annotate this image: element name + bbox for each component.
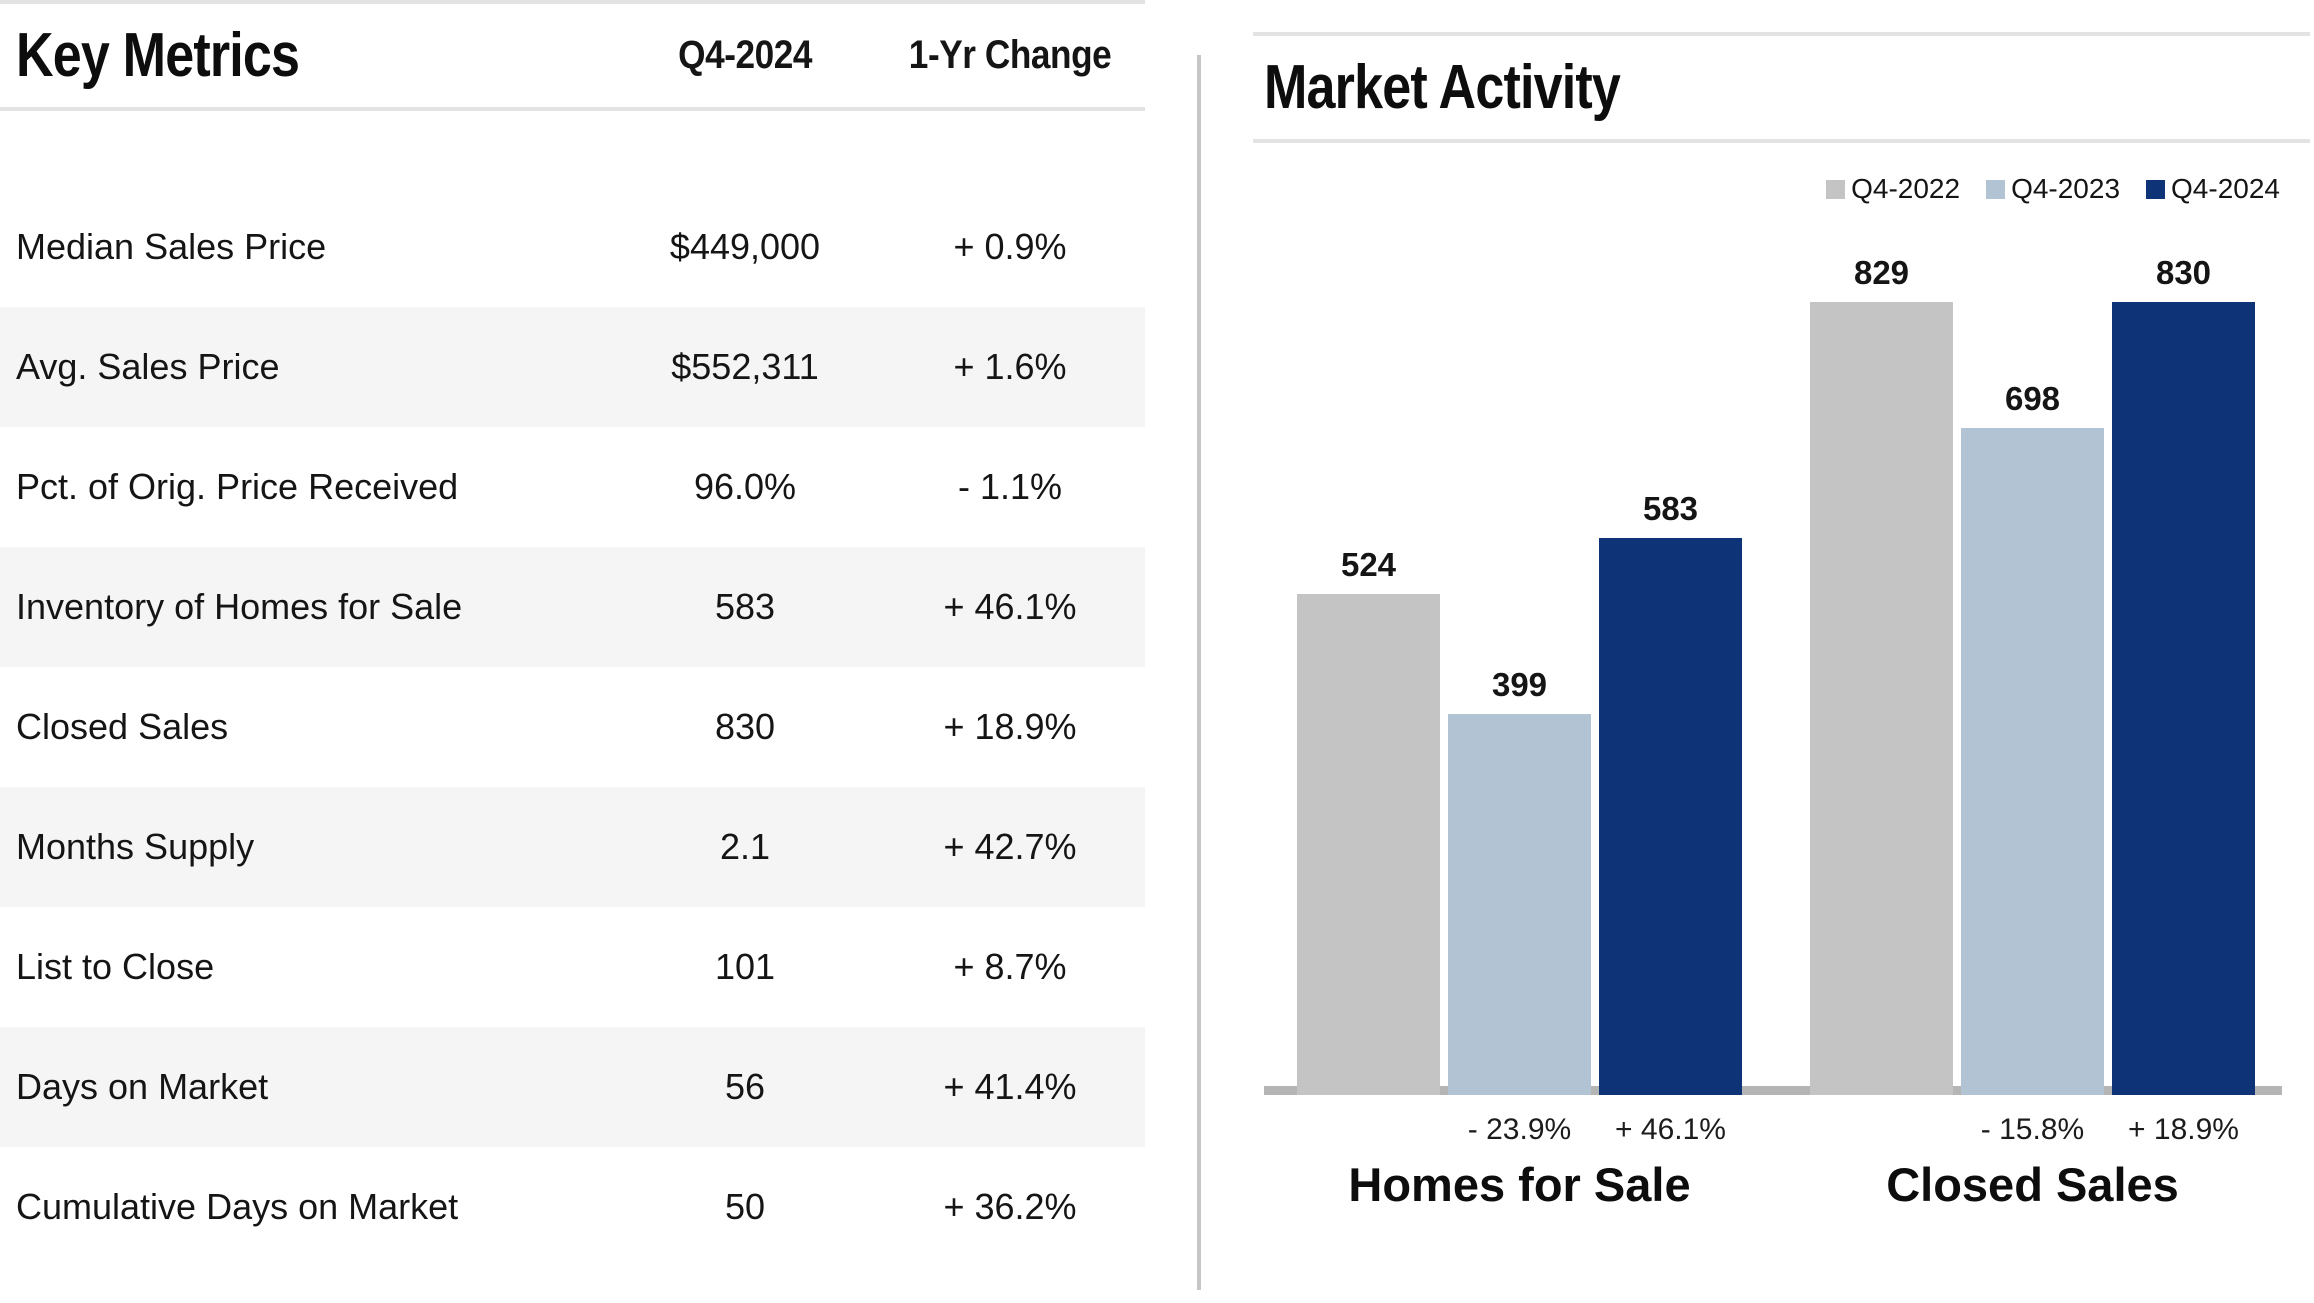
- metric-change: + 1.6%: [953, 346, 1067, 387]
- bar-q4-2023: [1448, 714, 1591, 1095]
- table-row: Cumulative Days on Market 50 + 36.2%: [0, 1147, 1145, 1267]
- bar-q4-2022: [1297, 594, 1440, 1095]
- key-metrics-title: Key Metrics: [16, 4, 353, 107]
- metric-change: + 8.7%: [953, 946, 1067, 987]
- metric-label: Months Supply: [16, 826, 255, 867]
- metric-value: 96.0%: [693, 466, 797, 507]
- key-metrics-header: Key Metrics Q4-2024 1-Yr Change: [0, 0, 1145, 111]
- legend-label: Q4-2023: [2011, 173, 2121, 204]
- metric-label: Inventory of Homes for Sale: [16, 586, 463, 627]
- metric-change: + 36.2%: [943, 1186, 1077, 1227]
- table-row: Days on Market 56 + 41.4%: [0, 1027, 1145, 1147]
- metric-value: 56: [724, 1066, 766, 1107]
- pct-change-label: - 23.9%: [1467, 1113, 1572, 1146]
- table-row: Pct. of Orig. Price Received 96.0% - 1.1…: [0, 427, 1145, 547]
- metric-label: List to Close: [16, 946, 215, 987]
- column-header-1yr-change-text: 1-Yr Change: [908, 33, 1112, 77]
- bar-q4-2024: [1599, 538, 1742, 1095]
- metric-value: $449,000: [669, 226, 821, 267]
- metric-change: - 1.1%: [957, 466, 1063, 507]
- metric-change: + 0.9%: [953, 226, 1067, 267]
- legend-item: Q4-2023: [1986, 173, 2120, 205]
- category-label: Closed Sales: [1886, 1158, 2179, 1211]
- bar-value-label: 399: [1491, 666, 1548, 703]
- x-axis-baseline: [1264, 1086, 2282, 1095]
- metric-change: + 41.4%: [943, 1066, 1077, 1107]
- metric-value: 2.1: [719, 826, 771, 867]
- key-metrics-table: Median Sales Price $449,000 + 0.9% Avg. …: [0, 187, 1145, 1267]
- metric-change: + 46.1%: [943, 586, 1077, 627]
- table-row: List to Close 101 + 8.7%: [0, 907, 1145, 1027]
- bar-value-label: 524: [1340, 546, 1397, 583]
- legend-label: Q4-2024: [2171, 173, 2280, 204]
- metric-label: Days on Market: [16, 1066, 269, 1107]
- legend-item: Q4-2024: [2146, 173, 2280, 205]
- column-header-1yr-change: 1-Yr Change: [870, 4, 1150, 107]
- metric-change: + 18.9%: [943, 706, 1077, 747]
- bar-q4-2023: [1961, 428, 2104, 1095]
- legend-item: Q4-2022: [1826, 173, 1960, 205]
- legend-swatch-icon: [1826, 179, 1846, 199]
- metric-label: Median Sales Price: [16, 226, 327, 267]
- market-activity-title-text: Market Activity: [1264, 53, 1621, 122]
- legend-label: Q4-2022: [1851, 173, 1961, 204]
- metric-value: $552,311: [671, 346, 819, 387]
- pct-change-label: + 18.9%: [2128, 1113, 2239, 1146]
- legend-swatch-icon: [1986, 179, 2006, 199]
- table-row: Median Sales Price $449,000 + 0.9%: [0, 187, 1145, 307]
- column-header-quarter: Q4-2024: [600, 4, 890, 107]
- metric-change: + 42.7%: [943, 826, 1077, 867]
- metric-label: Avg. Sales Price: [16, 346, 280, 387]
- category-label: Homes for Sale: [1348, 1158, 1691, 1211]
- bar-value-label: 698: [2004, 380, 2061, 417]
- market-activity-title: Market Activity: [1264, 36, 1688, 139]
- metric-label: Cumulative Days on Market: [16, 1186, 459, 1227]
- market-activity-header: Market Activity: [1253, 32, 2310, 143]
- table-row: Avg. Sales Price $552,311 + 1.6%: [0, 307, 1145, 427]
- chart-legend: Q4-2022 Q4-2023 Q4-2024: [1264, 173, 2280, 205]
- bar-value-label: 829: [1853, 254, 1910, 291]
- table-row: Inventory of Homes for Sale 583 + 46.1%: [0, 547, 1145, 667]
- metric-label: Pct. of Orig. Price Received: [16, 466, 459, 507]
- table-row: Months Supply 2.1 + 42.7%: [0, 787, 1145, 907]
- vertical-divider: [1197, 55, 1201, 1290]
- key-metrics-title-text: Key Metrics: [16, 21, 300, 90]
- pct-change-label: + 46.1%: [1615, 1113, 1726, 1146]
- metric-value: 101: [714, 946, 776, 987]
- column-header-quarter-text: Q4-2024: [678, 33, 812, 77]
- metric-label: Closed Sales: [16, 706, 229, 747]
- legend-swatch-icon: [2146, 179, 2166, 199]
- table-row: Closed Sales 830 + 18.9%: [0, 667, 1145, 787]
- metric-value: 583: [714, 586, 776, 627]
- pct-change-label: - 15.8%: [1980, 1113, 2085, 1146]
- bar-q4-2024: [2112, 302, 2255, 1095]
- bar-value-label: 830: [2155, 254, 2212, 291]
- metric-value: 50: [724, 1186, 766, 1227]
- bar-chart: 524 399 - 23.9% 583 + 46.1% Homes for Sale 829…: [1264, 250, 2282, 1211]
- bar-value-label: 583: [1642, 490, 1699, 527]
- bar-q4-2022: [1810, 302, 1953, 1095]
- metric-value: 830: [714, 706, 776, 747]
